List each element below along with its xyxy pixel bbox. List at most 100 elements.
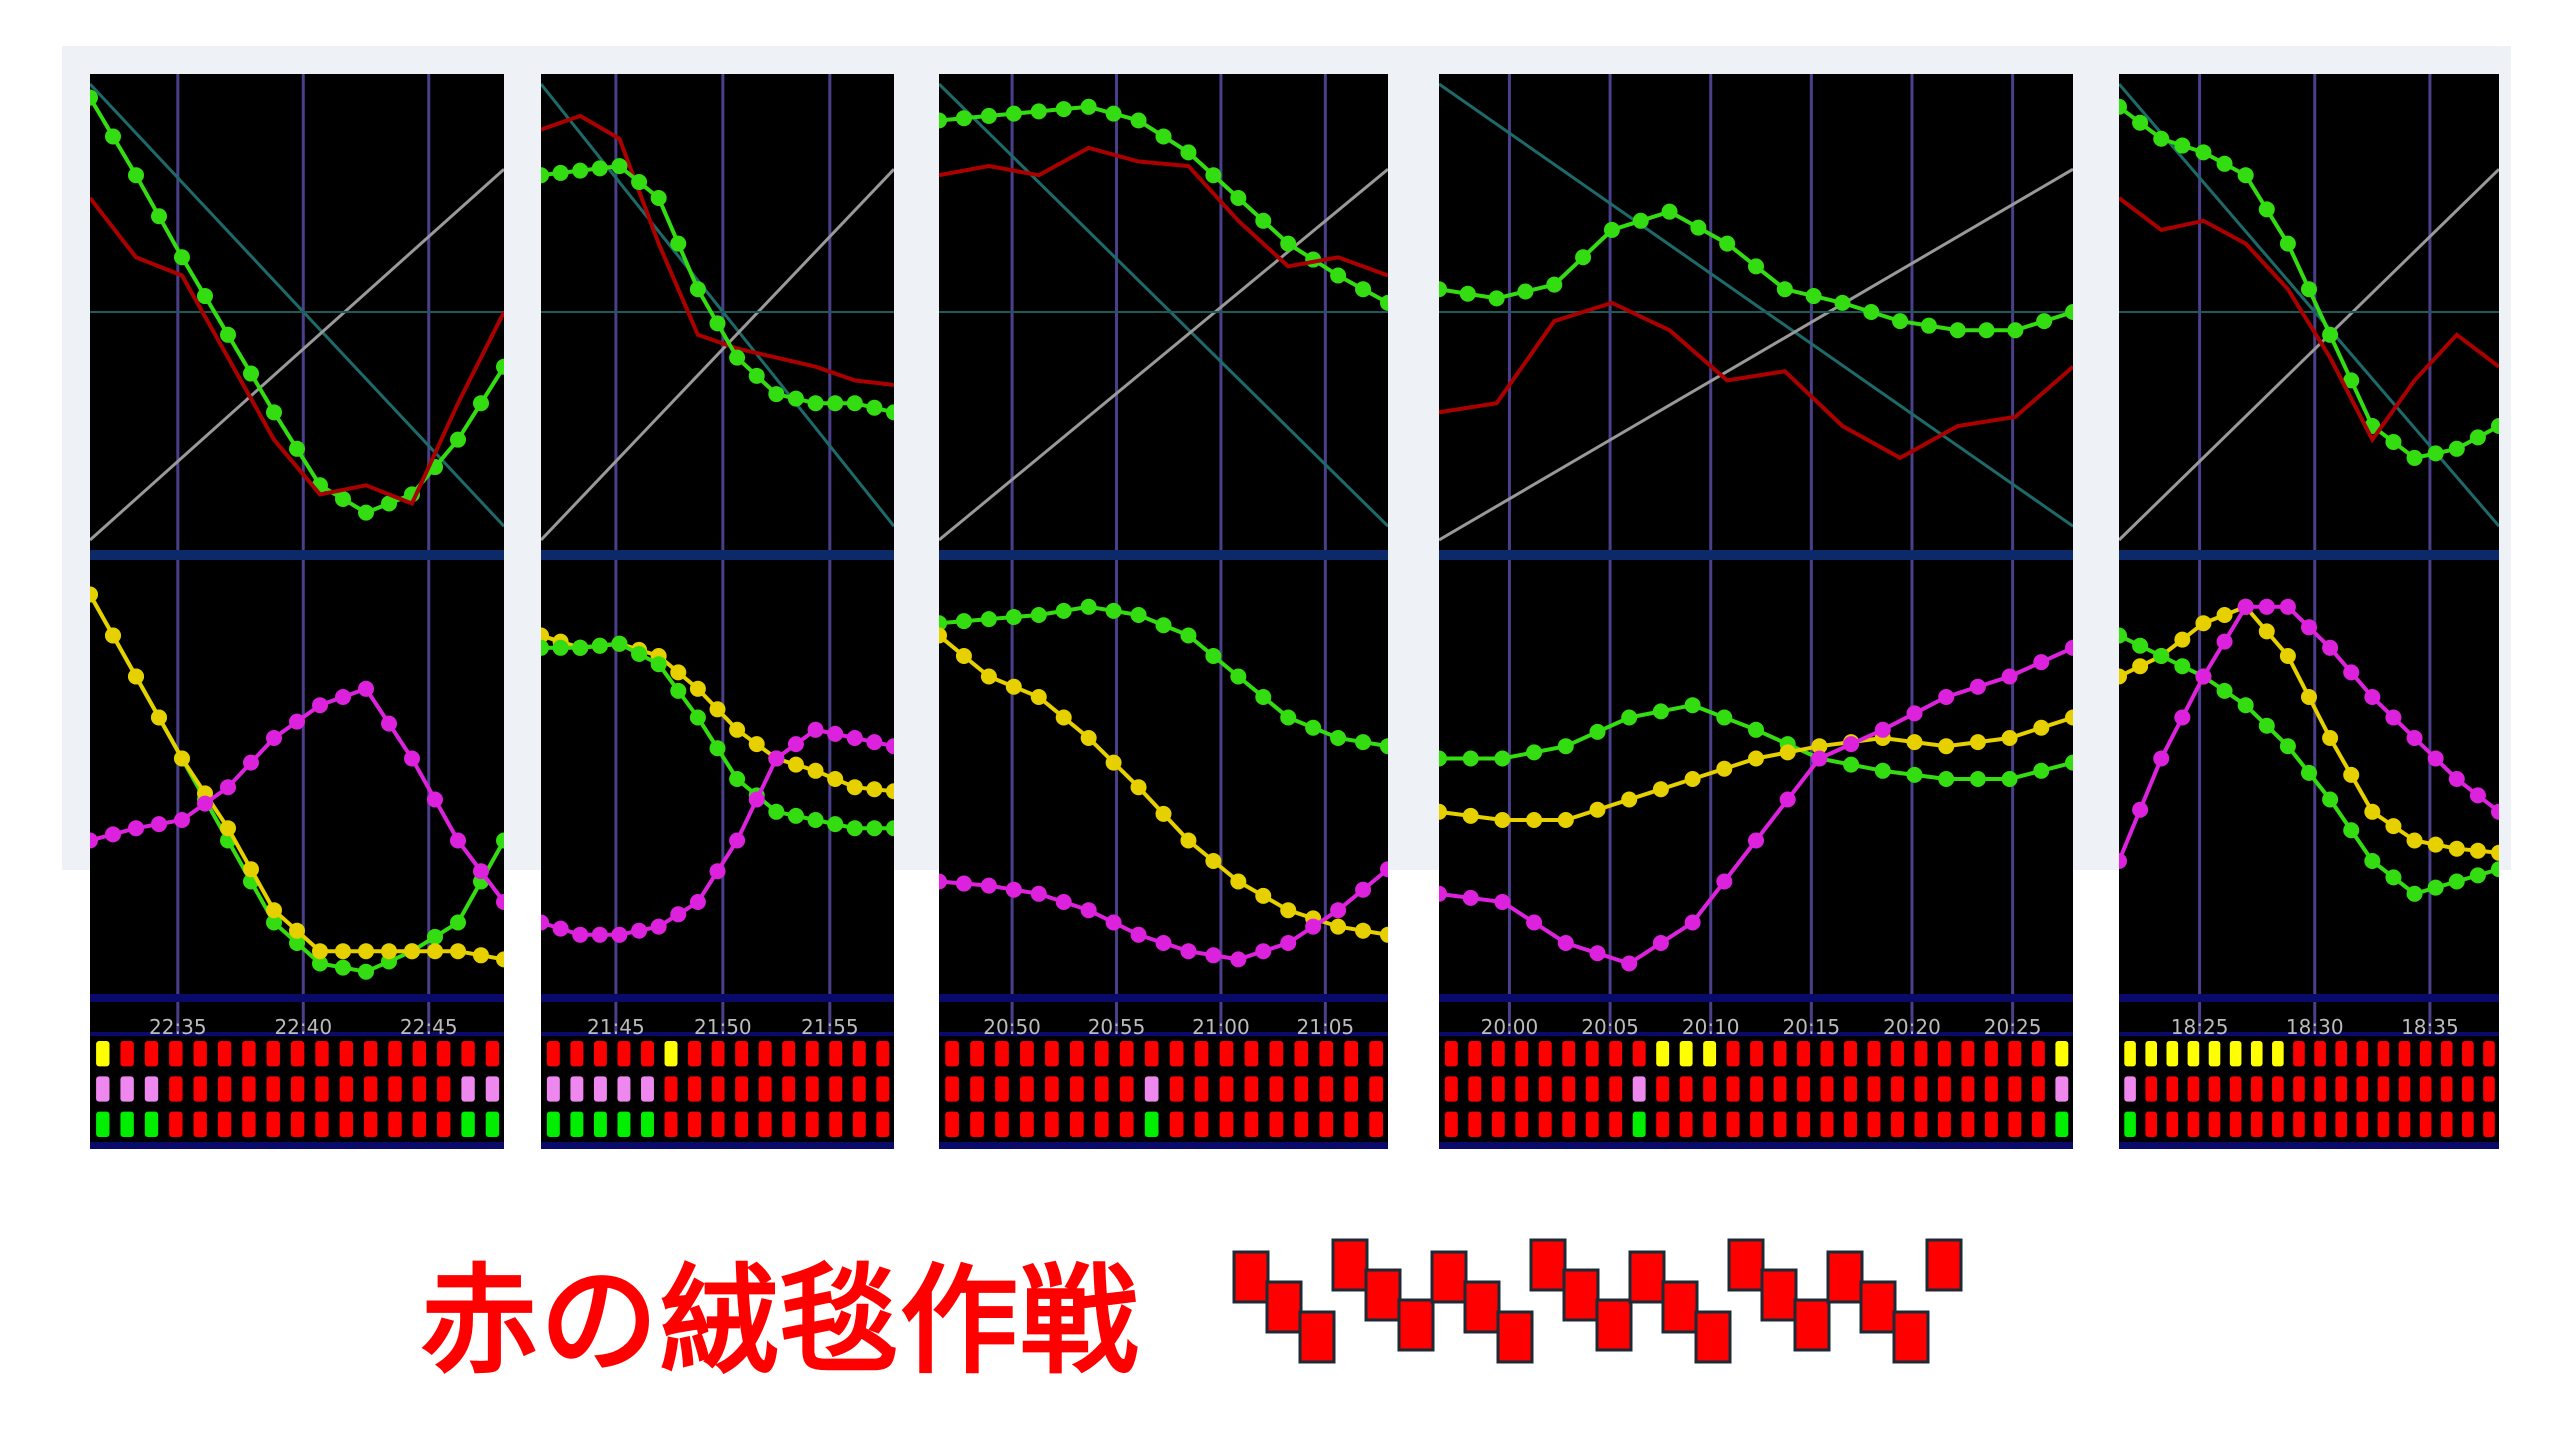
lower-yellow-point	[2301, 689, 2317, 705]
signal-cell	[1491, 1111, 1505, 1137]
lower-yellow-point	[2448, 840, 2465, 857]
signal-cell	[1515, 1041, 1529, 1067]
signal-cell	[315, 1111, 329, 1137]
chart-panel-3: 20:50 20:55 21:00 21:05	[939, 74, 1388, 1149]
lower-yellow-point	[2279, 648, 2296, 664]
lower-magenta-point	[2279, 598, 2296, 615]
lower-green-point	[552, 639, 569, 656]
signal-cell	[805, 1041, 819, 1067]
signal-cell	[1119, 1111, 1134, 1137]
lower-magenta-point	[2385, 709, 2402, 726]
lower-yellow-point	[1005, 678, 1022, 695]
signal-cell	[829, 1076, 843, 1102]
signal-cell	[1773, 1041, 1787, 1067]
signal-cell	[1119, 1076, 1134, 1102]
lower-green-point	[1030, 607, 1047, 623]
upper-green-point	[1155, 128, 1172, 145]
upper-green-point	[1330, 267, 1347, 284]
lower-green-point	[2065, 754, 2073, 771]
upper-green-point	[243, 365, 259, 382]
upper-green-point	[2469, 429, 2486, 446]
signal-cell	[1773, 1111, 1787, 1137]
x-tick-label: 18:30	[2286, 1015, 2344, 1039]
lower-magenta-point	[1843, 736, 1860, 753]
lower-yellow-point	[2491, 844, 2499, 861]
upper-green-point	[1517, 283, 1534, 300]
signal-cell	[1914, 1041, 1928, 1067]
signal-cell	[876, 1076, 890, 1102]
signal-cell	[1937, 1076, 1951, 1102]
lower-green-point	[1205, 648, 1222, 664]
red-candle	[1232, 1250, 1270, 1304]
upper-green-point	[1632, 212, 1649, 229]
lower-green-point	[2216, 682, 2233, 699]
chart-svg: 18:25 18:30 18:35	[2119, 74, 2499, 1149]
lower-magenta-point	[128, 820, 144, 837]
signal-cell	[2440, 1041, 2453, 1067]
signal-cell	[1609, 1111, 1623, 1137]
lower-yellow-point	[787, 756, 804, 773]
upper-green-point	[980, 107, 997, 124]
x-tick-label: 22:35	[149, 1015, 207, 1039]
lower-magenta-point	[151, 816, 167, 833]
signal-cell	[688, 1076, 702, 1102]
lower-magenta-point	[90, 832, 98, 849]
lower-yellow-point	[886, 783, 894, 800]
lower-yellow-point	[1380, 926, 1388, 943]
signal-cell	[2055, 1111, 2069, 1137]
lower-magenta-point	[2364, 689, 2381, 705]
signal-cell	[852, 1111, 866, 1137]
signal-cell	[782, 1041, 796, 1067]
upper-green-point	[1230, 190, 1247, 206]
signal-cell	[945, 1076, 959, 1102]
lower-green-point	[1969, 771, 1986, 787]
red-candle	[1661, 1280, 1699, 1334]
signal-cell	[1244, 1076, 1259, 1102]
upper-green-point	[729, 349, 746, 366]
lower-yellow-point	[1030, 689, 1047, 705]
x-tick-label: 22:45	[400, 1015, 458, 1039]
signal-grid-border	[2119, 1032, 2499, 1036]
lower-green-point	[266, 914, 282, 931]
lower-yellow-point	[243, 861, 259, 878]
signal-cell	[1344, 1041, 1359, 1067]
lower-magenta-point	[2153, 750, 2170, 767]
lower-yellow-point	[2385, 818, 2402, 835]
upper-red-line	[2119, 196, 2499, 444]
lower-magenta-point	[335, 689, 351, 705]
signal-cell	[2483, 1041, 2495, 1067]
signal-cell	[412, 1076, 427, 1102]
upper-green-point	[572, 162, 589, 179]
signal-cell	[193, 1076, 207, 1102]
signal-cell	[2419, 1076, 2432, 1102]
red-candle	[1595, 1298, 1633, 1352]
lower-green-point	[2153, 648, 2170, 664]
signal-cell	[2208, 1041, 2221, 1067]
lower-yellow-point	[2322, 730, 2339, 746]
lower-green-point	[312, 955, 328, 972]
lower-yellow-point	[1462, 807, 1479, 824]
lower-yellow-point	[541, 627, 549, 644]
lower-magenta-point	[1330, 902, 1347, 919]
signal-cell	[169, 1076, 183, 1102]
signal-cell	[96, 1111, 110, 1137]
lower-green-point	[591, 637, 608, 654]
signal-cell	[1468, 1111, 1482, 1137]
upper-green-point	[1546, 276, 1563, 293]
signal-cell	[388, 1076, 402, 1102]
lower-green-point	[1180, 627, 1197, 644]
lower-green-point	[2132, 637, 2149, 654]
lower-magenta-point	[496, 894, 504, 910]
lower-yellow-point	[1969, 734, 1986, 751]
signal-cell	[266, 1111, 280, 1137]
upper-green-point	[827, 395, 844, 412]
lower-yellow-point	[2469, 842, 2486, 859]
lower-yellow-point	[1716, 760, 1733, 777]
lower-magenta-point	[611, 926, 628, 943]
signal-cell	[290, 1076, 305, 1102]
lower-yellow-point	[2174, 631, 2191, 648]
upper-green-point	[1205, 167, 1222, 184]
lower-yellow-point	[128, 668, 144, 685]
signal-cell	[242, 1111, 256, 1137]
signal-cell	[711, 1111, 725, 1137]
